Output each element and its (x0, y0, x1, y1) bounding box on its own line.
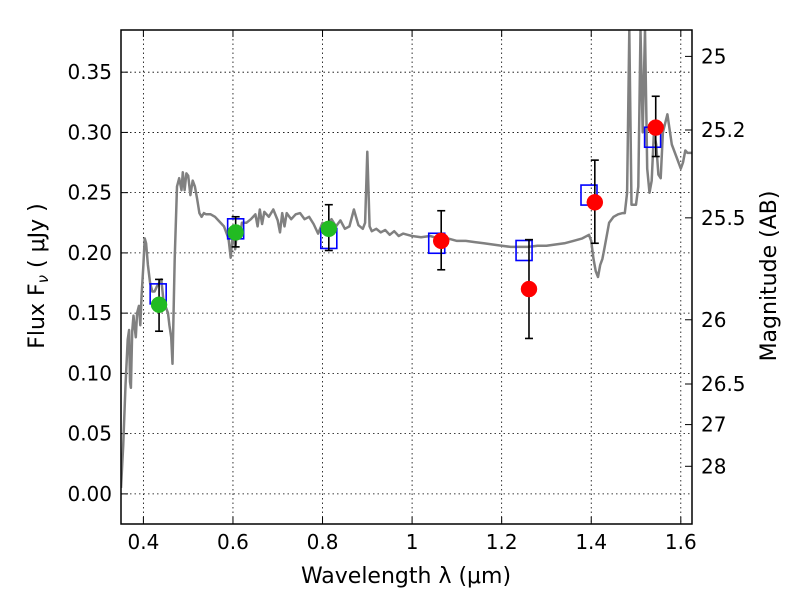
y-axis-label-subscript: ν (34, 275, 52, 283)
y2-tick-label: 27 (701, 413, 726, 437)
y-tick-label: 0.10 (67, 361, 112, 385)
axis-ticks: 0.4 0.6 0.8 1 1.2 1.4 1.6 0.00 0.05 0.10 0.15 0.20 0… (67, 30, 746, 554)
observed-point (586, 194, 604, 211)
y-tick-label: 0.35 (67, 60, 112, 84)
model-photometry-square (515, 239, 533, 262)
observed-point (520, 280, 538, 298)
plot-area (121, 30, 692, 488)
y-tick-label: 0.25 (67, 181, 112, 205)
x-tick-label: 0.6 (217, 530, 249, 554)
y-axis-label-text: Flux F (25, 283, 50, 348)
y-tick-label: 0.00 (67, 482, 112, 506)
y2-tick-label: 25.5 (701, 206, 746, 230)
y-tick-label: 0.05 (67, 422, 112, 446)
y-axis-label: Flux Fν ( μJy ) (25, 203, 52, 348)
x-tick-label: 0.8 (307, 530, 339, 554)
y-axis-label-unit: ( μJy ) (25, 203, 50, 275)
observed-point (432, 232, 450, 250)
y-tick-label: 0.20 (67, 241, 112, 265)
y2-tick-label: 25.2 (701, 118, 746, 142)
grid (121, 30, 692, 524)
x-tick-label: 1.6 (665, 530, 697, 554)
y2-tick-label: 28 (701, 454, 726, 478)
x-tick-label: 1.2 (486, 530, 518, 554)
observed-point (150, 296, 168, 313)
observed-point (227, 224, 244, 241)
y2-tick-label: 25 (701, 44, 726, 68)
y-tick-label: 0.15 (67, 301, 112, 325)
y2-tick-label: 26 (701, 308, 726, 332)
plot-frame (120, 29, 693, 525)
y2-tick-label: 26.5 (701, 372, 746, 396)
observed-point (647, 119, 664, 136)
y2-axis-label: Magnitude (AB) (757, 191, 782, 362)
x-tick-label: 0.4 (127, 530, 159, 554)
x-tick-label: 1 (406, 530, 419, 554)
observed-point (320, 220, 338, 238)
model-spectrum-line (121, 30, 692, 488)
y-tick-label: 0.30 (67, 120, 112, 144)
x-tick-label: 1.4 (575, 530, 607, 554)
x-axis-label: Wavelength λ (μm) (301, 564, 511, 589)
